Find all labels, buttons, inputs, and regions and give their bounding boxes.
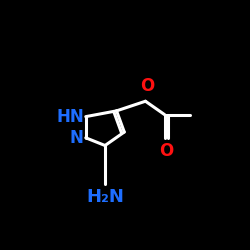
Text: H₂N: H₂N: [86, 188, 124, 206]
Text: O: O: [140, 78, 154, 96]
Text: O: O: [160, 142, 174, 160]
Text: N: N: [70, 129, 84, 147]
Text: HN: HN: [56, 108, 84, 126]
